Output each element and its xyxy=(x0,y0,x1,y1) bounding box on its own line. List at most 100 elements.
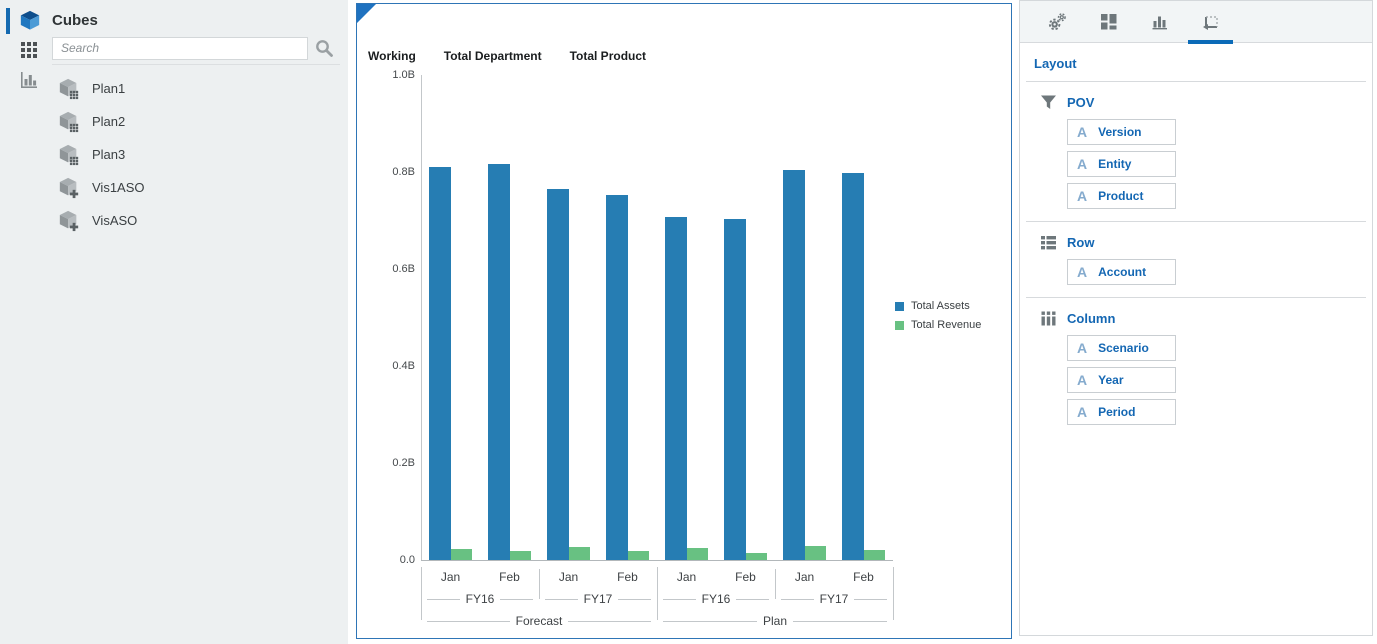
cube-item-plan1[interactable]: Plan1 xyxy=(58,72,340,105)
pov-dimension-product[interactable]: A Product xyxy=(1067,183,1176,209)
x-period-label: Feb xyxy=(853,570,874,584)
x-year-label: FY16 xyxy=(657,588,775,610)
x-axis-tick xyxy=(893,567,894,620)
attribute-icon: A xyxy=(1077,156,1088,172)
pov-label-entity[interactable]: Total Department xyxy=(443,49,542,63)
sidebar-divider xyxy=(52,64,340,65)
cube-nav-icon[interactable] xyxy=(19,9,41,31)
x-period-label: Feb xyxy=(617,570,638,584)
bar-total-revenue[interactable] xyxy=(628,551,649,560)
active-nav-indicator xyxy=(6,8,10,34)
column-dimension-scenario[interactable]: A Scenario xyxy=(1067,335,1176,361)
tab-layout[interactable] xyxy=(1185,1,1236,44)
x-axis-tick xyxy=(539,569,540,599)
cube-grid-icon xyxy=(58,78,80,100)
y-axis-line xyxy=(421,75,422,561)
visualization-canvas[interactable]: Working Total Department Total Product 1… xyxy=(356,3,1012,639)
y-tick-label: 0.8B xyxy=(392,166,415,178)
legend-item-total-assets[interactable]: Total Assets xyxy=(895,300,981,312)
y-tick-label: 0.0 xyxy=(399,554,415,566)
section-label: POV xyxy=(1067,95,1095,110)
column-dimension-period[interactable]: A Period xyxy=(1067,399,1176,425)
cube-plus-icon xyxy=(58,210,80,232)
bar-total-assets[interactable] xyxy=(783,170,805,560)
legend-label: Total Revenue xyxy=(911,319,982,331)
cube-grid-icon xyxy=(58,144,80,166)
legend-swatch-revenue xyxy=(895,320,904,330)
x-axis-line xyxy=(421,560,893,561)
y-tick-label: 1.0B xyxy=(392,69,415,81)
x-year-label: FY17 xyxy=(539,588,657,610)
bar-total-revenue[interactable] xyxy=(451,549,472,560)
cube-list: Plan1 Plan2 xyxy=(58,72,340,237)
tab-chart-type[interactable] xyxy=(1134,1,1185,43)
bar-total-assets[interactable] xyxy=(488,164,510,560)
x-axis-tick xyxy=(421,567,422,620)
bar-total-revenue[interactable] xyxy=(805,546,826,560)
x-scenario-label: Plan xyxy=(657,610,893,632)
attribute-icon: A xyxy=(1077,340,1088,356)
x-axis-year-row: FY16 FY17 FY16 FY17 xyxy=(421,588,893,610)
grid-view-icon[interactable] xyxy=(20,41,38,59)
cube-item-plan2[interactable]: Plan2 xyxy=(58,105,340,138)
bar-total-revenue[interactable] xyxy=(864,550,885,560)
panel-divider xyxy=(1026,221,1366,222)
cube-item-plan3[interactable]: Plan3 xyxy=(58,138,340,171)
cube-label: Plan1 xyxy=(92,81,126,96)
attribute-icon: A xyxy=(1077,264,1088,280)
pov-label-product[interactable]: Total Product xyxy=(569,49,647,63)
cubes-sidebar: Cubes xyxy=(0,0,348,644)
pov-dimension-version[interactable]: A Version xyxy=(1067,119,1176,145)
legend-label: Total Assets xyxy=(911,300,970,312)
y-tick-label: 0.6B xyxy=(392,263,415,275)
selected-corner-marker xyxy=(357,4,376,23)
x-period-label: Jan xyxy=(440,570,461,584)
properties-panel: Layout POV A Version xyxy=(1019,0,1373,636)
panel-divider xyxy=(1026,297,1366,298)
search-input[interactable] xyxy=(52,36,308,60)
chart-view-icon[interactable] xyxy=(20,71,38,89)
attribute-icon: A xyxy=(1077,124,1088,140)
chart-legend: Total Assets Total Revenue xyxy=(895,300,981,338)
layout-panel-title: Layout xyxy=(1034,56,1077,71)
cube-label: Vis1ASO xyxy=(92,180,145,195)
x-year-label: FY17 xyxy=(775,588,893,610)
bar-total-assets[interactable] xyxy=(429,167,451,560)
filter-icon xyxy=(1040,94,1057,111)
section-column: Column A Scenario A Year A Period xyxy=(1034,298,1358,437)
cube-item-visaso[interactable]: VisASO xyxy=(58,204,340,237)
cube-item-vis1aso[interactable]: Vis1ASO xyxy=(58,171,340,204)
x-scenario-label: Forecast xyxy=(421,610,657,632)
bar-total-assets[interactable] xyxy=(547,189,569,560)
x-period-label: Feb xyxy=(735,570,756,584)
row-list-icon xyxy=(1040,234,1057,251)
row-dimension-account[interactable]: A Account xyxy=(1067,259,1176,285)
legend-item-total-revenue[interactable]: Total Revenue xyxy=(895,319,981,331)
pov-label-version[interactable]: Working xyxy=(368,49,416,63)
y-tick-label: 0.4B xyxy=(392,360,415,372)
bar-total-revenue[interactable] xyxy=(687,548,708,560)
cube-label: Plan2 xyxy=(92,114,126,129)
x-axis-period-row: Jan Feb Jan Feb Jan Feb Jan Feb xyxy=(421,566,893,588)
bar-total-assets[interactable] xyxy=(606,195,628,560)
search-icon[interactable] xyxy=(312,36,336,60)
bar-total-revenue[interactable] xyxy=(746,553,767,560)
section-label: Row xyxy=(1067,235,1095,250)
cube-grid-icon xyxy=(58,111,80,133)
bar-plot-area xyxy=(422,75,894,560)
column-dimension-year[interactable]: A Year xyxy=(1067,367,1176,393)
bar-total-assets[interactable] xyxy=(842,173,864,560)
x-period-label: Jan xyxy=(558,570,579,584)
x-axis-tick xyxy=(775,569,776,599)
attribute-icon: A xyxy=(1077,372,1088,388)
bar-total-assets[interactable] xyxy=(724,219,746,560)
pov-dimension-entity[interactable]: A Entity xyxy=(1067,151,1176,177)
tab-settings[interactable] xyxy=(1032,1,1083,43)
bar-total-revenue[interactable] xyxy=(510,551,531,560)
bar-total-revenue[interactable] xyxy=(569,547,590,560)
bar-total-assets[interactable] xyxy=(665,217,687,560)
attribute-icon: A xyxy=(1077,404,1088,420)
column-icon xyxy=(1040,310,1057,327)
tab-visualizations[interactable] xyxy=(1083,1,1134,43)
